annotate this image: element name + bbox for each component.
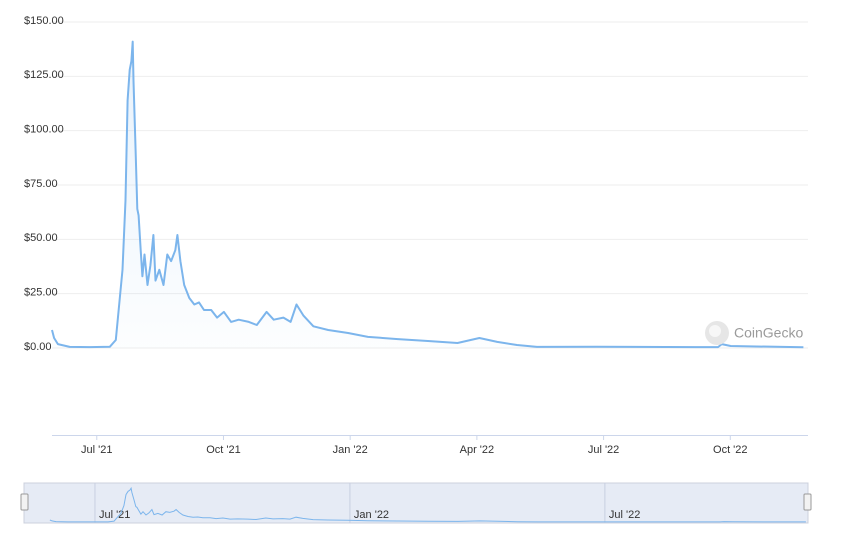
navigator-handle[interactable] [803,493,812,511]
y-tick-label: $50.00 [24,232,58,244]
y-tick-label: $100.00 [24,124,64,136]
x-tick-label: Jul '22 [588,444,619,456]
y-tick-label: $125.00 [24,69,64,81]
y-tick-label: $75.00 [24,178,58,190]
navigator-handle[interactable] [20,493,29,511]
navigator-tick-label: Jul '22 [609,509,640,521]
area [52,41,804,348]
x-tick-label: Jul '21 [81,444,112,456]
y-tick-label: $25.00 [24,287,58,299]
price-line [51,40,804,349]
y-tick-label: $150.00 [24,15,64,27]
x-tick-label: Oct '21 [206,444,241,456]
navigator-tick-label: Jan '22 [354,509,389,521]
watermark-text: CoinGecko [734,325,803,341]
y-tick-label: $0.00 [24,341,52,353]
navigator-tick-label: Jul '21 [99,509,130,521]
navigator-line [49,486,806,523]
x-tick-label: Jan '22 [333,444,368,456]
watermark: CoinGecko [705,321,803,345]
navigator[interactable] [23,482,809,524]
x-tick-label: Oct '22 [713,444,748,456]
x-tick-label: Apr '22 [460,444,495,456]
